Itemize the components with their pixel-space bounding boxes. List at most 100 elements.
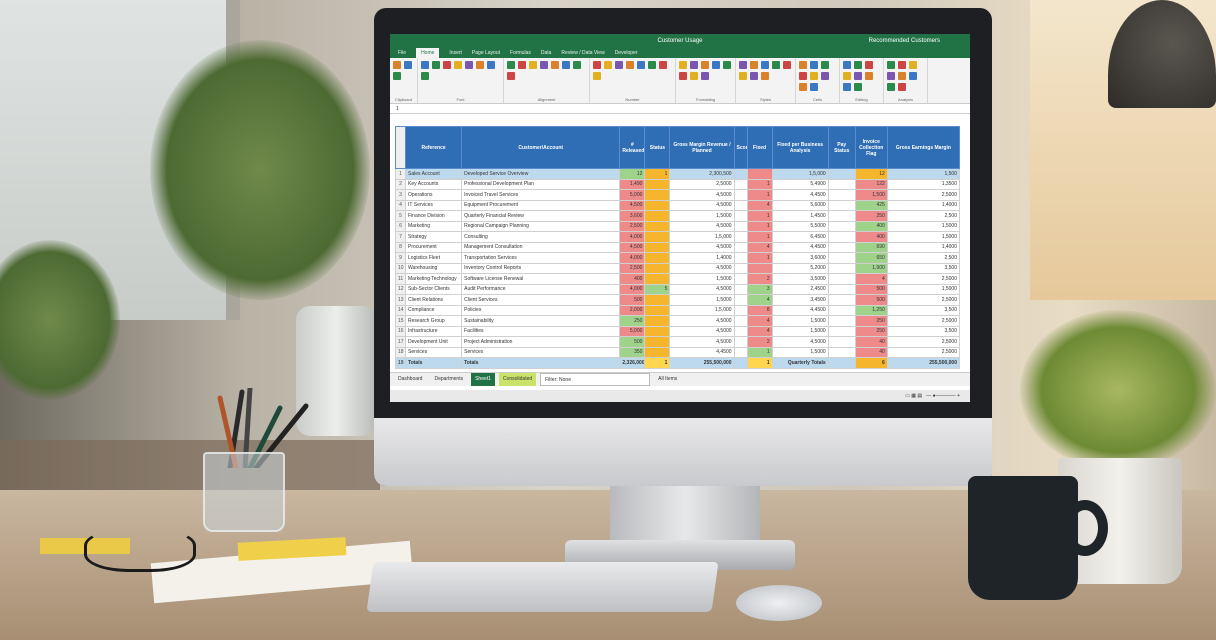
table-row[interactable]: 11 Marketing Technology Software License R… — [394, 273, 961, 285]
cell-b[interactable]: Audit Performance — [461, 283, 621, 295]
cell-d[interactable] — [644, 231, 671, 243]
table-row[interactable]: 1 Sales Account Developed Service Overview… — [394, 168, 961, 180]
ribbon-button-icon[interactable] — [854, 61, 862, 69]
cell-c[interactable]: 1,490 — [619, 178, 646, 190]
cell-e[interactable]: 4,5000 — [669, 325, 735, 337]
cell-i[interactable] — [827, 168, 856, 180]
cell-g[interactable]: 4 — [746, 294, 773, 306]
cell-k[interactable]: 3,500 — [886, 262, 961, 274]
cell-e[interactable]: 4,5000 — [669, 262, 735, 274]
cell-h[interactable]: Quarterly Totals — [771, 357, 829, 369]
cell-c[interactable]: 350 — [619, 346, 646, 358]
cell-b[interactable]: Inventory Control Reports — [461, 262, 621, 274]
cell-a[interactable]: Research Group — [405, 315, 463, 327]
cell-k[interactable]: 2,5000 — [886, 273, 961, 285]
ribbon-button-icon[interactable] — [690, 72, 698, 80]
cell-c[interactable]: 5,000 — [619, 325, 646, 337]
table-row[interactable]: 6 Marketing Regional Campaign Planning 2,50… — [394, 220, 961, 232]
cell-a[interactable]: Logistics Fleet — [405, 252, 463, 264]
sheet-tab-sheet1[interactable]: Sheet1 — [471, 373, 495, 386]
ribbon-button-icon[interactable] — [637, 61, 645, 69]
ribbon-button-icon[interactable] — [626, 61, 634, 69]
ribbon-button-icon[interactable] — [887, 72, 895, 80]
cell-k[interactable]: 2,500 — [886, 252, 961, 264]
row-number[interactable]: 15 — [394, 315, 407, 327]
cell-b[interactable]: Consulting — [461, 231, 621, 243]
cell-f[interactable] — [733, 189, 748, 201]
tab-home[interactable]: Home — [416, 48, 440, 58]
cell-e[interactable]: 1,5,000 — [669, 304, 735, 316]
cell-h[interactable]: 4,4500 — [771, 304, 829, 316]
cell-c[interactable]: 4,000 — [619, 252, 646, 264]
cell-k[interactable]: 2,5000 — [886, 336, 961, 348]
cell-b[interactable]: Quarterly Financial Review — [461, 210, 621, 222]
ribbon-button-icon[interactable] — [421, 72, 429, 80]
cell-a[interactable]: Client Relations — [405, 294, 463, 306]
row-number[interactable]: 19 — [394, 357, 407, 369]
column-header[interactable]: Fixed — [746, 126, 773, 169]
cell-a[interactable]: Operations — [405, 189, 463, 201]
sheet-tab-departments[interactable]: Departments — [434, 376, 464, 382]
tab-formulas[interactable]: Formulas — [510, 50, 531, 56]
cell-k[interactable]: 255,500,000 — [886, 357, 961, 369]
column-header[interactable]: Customer/Account — [461, 126, 621, 169]
cell-b[interactable]: Professional Development Plan — [461, 178, 621, 190]
ribbon-button-icon[interactable] — [772, 61, 780, 69]
ribbon-button-icon[interactable] — [854, 83, 862, 91]
sheet-tab-consolidated[interactable]: Consolidated — [498, 373, 537, 386]
cell-j[interactable]: 122 — [854, 178, 888, 190]
cell-g[interactable]: 2 — [746, 273, 773, 285]
cell-h[interactable]: 3,5000 — [771, 273, 829, 285]
tab-page-layout[interactable]: Page Layout — [471, 50, 501, 56]
row-number[interactable]: 14 — [394, 304, 407, 316]
cell-d[interactable] — [644, 210, 671, 222]
cell-f[interactable] — [733, 346, 748, 358]
cell-h[interactable]: 2,4500 — [771, 283, 829, 295]
cell-d[interactable] — [644, 273, 671, 285]
cell-a[interactable]: Infrastructure — [405, 325, 463, 337]
cell-e[interactable]: 2,5000 — [669, 178, 735, 190]
cell-d[interactable] — [644, 189, 671, 201]
ribbon-button-icon[interactable] — [701, 61, 709, 69]
cell-h[interactable]: 1,5000 — [771, 346, 829, 358]
cell-j[interactable]: 250 — [854, 325, 888, 337]
cell-i[interactable] — [827, 304, 856, 316]
cell-g[interactable] — [746, 262, 773, 274]
ribbon-button-icon[interactable] — [887, 61, 895, 69]
ribbon-button-icon[interactable] — [865, 61, 873, 69]
ribbon-button-icon[interactable] — [909, 72, 917, 80]
ribbon-button-icon[interactable] — [843, 61, 851, 69]
cell-h[interactable]: 1,5,000 — [771, 168, 829, 180]
cell-c[interactable]: 5,000 — [619, 189, 646, 201]
cell-f[interactable] — [733, 178, 748, 190]
cell-b[interactable]: Software License Renewal — [461, 273, 621, 285]
cell-b[interactable]: Client Services — [461, 294, 621, 306]
cell-c[interactable]: 250 — [619, 315, 646, 327]
cell-a[interactable]: Services — [405, 346, 463, 358]
cell-h[interactable]: 3,6000 — [771, 252, 829, 264]
spreadsheet-grid[interactable]: Reference Customer/Account # Released Statu… — [394, 126, 961, 369]
ribbon-button-icon[interactable] — [432, 61, 440, 69]
cell-c[interactable]: 4,500 — [619, 199, 646, 211]
cell-i[interactable] — [827, 315, 856, 327]
cell-d[interactable] — [644, 252, 671, 264]
ribbon-button-icon[interactable] — [454, 61, 462, 69]
cell-b[interactable]: Management Consultation — [461, 241, 621, 253]
cell-f[interactable] — [733, 325, 748, 337]
ribbon-button-icon[interactable] — [593, 61, 601, 69]
formula-bar[interactable]: 1 — [390, 104, 970, 114]
ribbon-button-icon[interactable] — [562, 61, 570, 69]
ribbon-button-icon[interactable] — [723, 61, 731, 69]
table-row[interactable]: 2 Key Accounts Professional Development Pl… — [394, 178, 961, 190]
cell-i[interactable] — [827, 220, 856, 232]
ribbon-button-icon[interactable] — [887, 83, 895, 91]
ribbon-button-icon[interactable] — [810, 83, 818, 91]
table-row[interactable]: 12 Sub-Sector Clients Audit Performance 4,0… — [394, 283, 961, 295]
cell-g[interactable]: 1 — [746, 210, 773, 222]
cell-c[interactable]: 500 — [619, 336, 646, 348]
cell-c[interactable]: 4,000 — [619, 283, 646, 295]
ribbon-button-icon[interactable] — [529, 61, 537, 69]
cell-f[interactable] — [733, 220, 748, 232]
table-row[interactable]: 5 Finance Division Quarterly Financial Rev… — [394, 210, 961, 222]
ribbon-button-icon[interactable] — [843, 72, 851, 80]
